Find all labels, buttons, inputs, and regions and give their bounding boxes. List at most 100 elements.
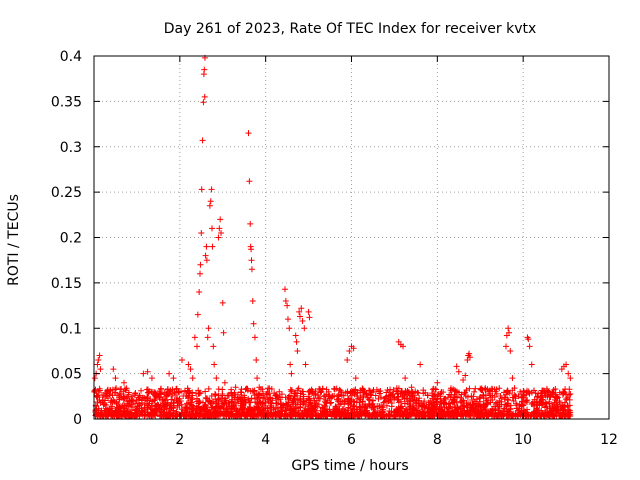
data-point bbox=[495, 403, 502, 410]
data-point bbox=[173, 413, 180, 420]
data-point bbox=[239, 410, 246, 417]
data-point bbox=[273, 412, 280, 419]
data-point bbox=[251, 334, 258, 341]
data-point bbox=[350, 345, 357, 352]
data-point bbox=[203, 243, 210, 250]
data-point bbox=[284, 316, 291, 323]
data-point bbox=[112, 375, 119, 382]
data-point bbox=[259, 401, 266, 408]
data-point bbox=[144, 368, 151, 375]
data-point bbox=[146, 400, 153, 407]
data-point bbox=[565, 408, 572, 415]
data-point bbox=[286, 325, 293, 332]
data-point bbox=[163, 412, 170, 419]
data-point bbox=[256, 384, 263, 391]
data-point bbox=[478, 407, 485, 414]
data-point bbox=[209, 411, 216, 418]
data-point bbox=[366, 397, 373, 404]
y-tick-label: 0.25 bbox=[51, 185, 82, 201]
data-point bbox=[520, 402, 527, 409]
y-tick-label: 0.4 bbox=[60, 49, 82, 65]
data-point bbox=[113, 410, 120, 417]
data-point bbox=[242, 413, 249, 420]
data-point bbox=[503, 343, 509, 350]
data-point bbox=[402, 375, 409, 382]
data-point bbox=[414, 389, 421, 396]
data-point bbox=[314, 392, 321, 399]
data-point bbox=[531, 396, 538, 403]
data-point bbox=[319, 385, 326, 392]
data-point bbox=[260, 395, 267, 402]
data-point bbox=[321, 402, 328, 409]
data-point bbox=[211, 361, 218, 368]
data-point bbox=[167, 387, 174, 394]
data-point bbox=[194, 343, 200, 350]
data-point bbox=[287, 408, 294, 415]
data-point bbox=[197, 261, 204, 268]
data-point bbox=[545, 411, 552, 418]
data-point bbox=[294, 399, 301, 406]
data-point bbox=[247, 410, 254, 417]
data-point bbox=[487, 387, 494, 394]
data-point bbox=[317, 395, 324, 402]
data-point bbox=[518, 394, 525, 401]
data-point bbox=[531, 410, 538, 417]
data-point bbox=[248, 257, 255, 264]
data-point bbox=[350, 398, 357, 405]
data-point bbox=[461, 390, 468, 397]
data-point bbox=[395, 405, 402, 412]
data-point bbox=[315, 401, 322, 408]
data-point bbox=[508, 412, 515, 419]
data-point bbox=[149, 413, 156, 420]
data-point bbox=[99, 391, 106, 398]
data-point bbox=[464, 394, 471, 401]
data-point bbox=[125, 398, 132, 405]
data-point bbox=[512, 393, 519, 400]
data-point bbox=[430, 399, 437, 406]
data-point bbox=[300, 398, 307, 405]
data-point bbox=[387, 386, 394, 393]
data-point bbox=[507, 347, 514, 354]
data-point bbox=[129, 411, 135, 418]
data-point bbox=[288, 388, 295, 395]
data-point bbox=[406, 395, 413, 402]
data-point bbox=[122, 409, 129, 416]
data-point bbox=[245, 130, 252, 137]
data-point bbox=[223, 400, 230, 407]
data-point bbox=[139, 394, 146, 401]
data-point bbox=[106, 407, 113, 414]
data-point bbox=[265, 409, 272, 416]
data-point bbox=[151, 407, 158, 414]
data-point bbox=[546, 398, 553, 405]
data-point bbox=[260, 390, 267, 397]
data-point bbox=[363, 391, 370, 398]
data-point bbox=[228, 386, 235, 393]
data-point bbox=[99, 413, 106, 420]
data-point bbox=[526, 390, 533, 397]
data-point bbox=[560, 406, 567, 413]
x-tick-labels: 0 2 4 6 8 10 12 bbox=[90, 432, 618, 448]
data-point bbox=[507, 405, 514, 412]
data-point bbox=[287, 361, 294, 368]
data-point bbox=[200, 99, 207, 106]
data-point bbox=[505, 325, 512, 332]
data-point bbox=[445, 400, 452, 407]
data-point bbox=[141, 401, 148, 408]
data-point bbox=[474, 401, 481, 408]
data-point bbox=[201, 405, 208, 412]
data-point bbox=[546, 404, 553, 411]
data-point bbox=[479, 411, 486, 418]
data-point bbox=[497, 409, 504, 416]
data-point bbox=[230, 402, 237, 409]
data-point bbox=[363, 407, 370, 414]
data-point bbox=[337, 400, 344, 407]
data-point bbox=[466, 407, 473, 414]
data-point bbox=[372, 409, 379, 416]
data-point bbox=[240, 401, 247, 408]
data-point bbox=[434, 395, 441, 402]
data-point bbox=[509, 394, 516, 401]
data-point bbox=[202, 402, 209, 409]
data-point bbox=[198, 229, 205, 236]
data-point bbox=[197, 389, 204, 396]
data-point bbox=[426, 401, 433, 408]
